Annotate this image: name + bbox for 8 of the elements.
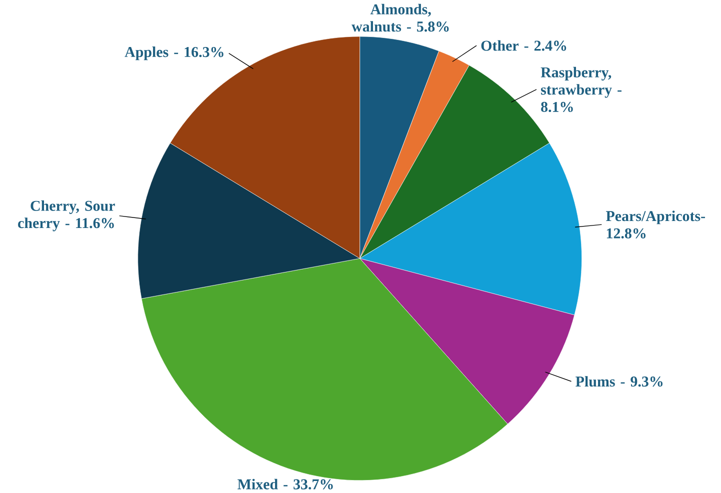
slice-label: Cherry, Sour cherry - 11.6% [18, 200, 115, 232]
slice-label: Raspberry, strawberry - 8.1% [540, 66, 622, 112]
slice-label: Plums - 9.3% [576, 376, 663, 387]
slice-label: Mixed - 33.7% [238, 478, 333, 490]
slice-label: Apples - 16.3% [124, 46, 224, 60]
slice-label: Other - 2.4% [481, 40, 566, 51]
slice-label: Pears/Apricots- 12.8% [606, 210, 705, 238]
slice-label: Almonds, walnuts - 5.8% [352, 4, 449, 32]
